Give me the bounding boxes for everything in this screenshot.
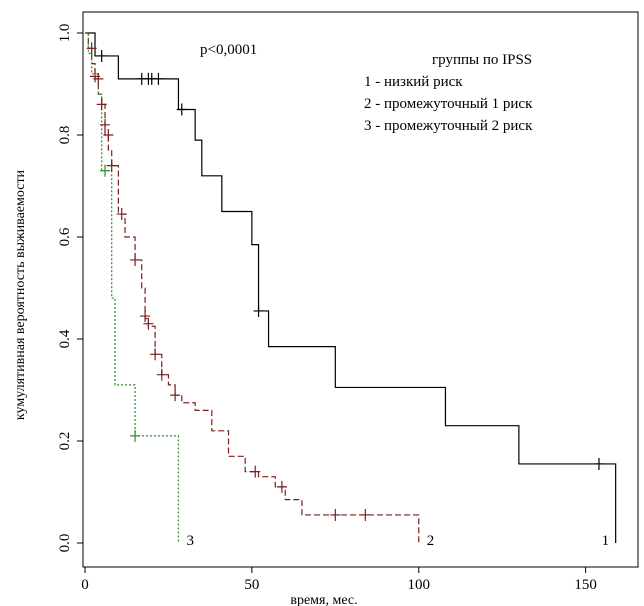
censor-mark: [93, 72, 104, 85]
censor-mark: [116, 208, 127, 221]
censor-mark: [103, 129, 114, 141]
legend-item-2: 2 - промежуточный 1 риск: [364, 96, 533, 112]
y-tick-label: 0.0: [57, 534, 73, 553]
censor-mark: [253, 304, 264, 317]
y-tick-label: 0.8: [57, 126, 73, 145]
y-tick-label: 0.2: [57, 432, 73, 451]
x-tick-label: 100: [408, 577, 431, 593]
curve-end-label-3: 3: [186, 533, 194, 549]
censor-mark: [276, 480, 287, 493]
censor-mark: [250, 465, 261, 478]
censor-mark: [130, 429, 141, 442]
censor-mark: [143, 317, 154, 330]
y-tick-label: 0.4: [57, 329, 73, 348]
censor-mark: [130, 253, 141, 266]
curve-end-labels: 1 2 3: [186, 533, 609, 549]
legend-item-3: 3 - промежуточный 2 риск: [364, 118, 533, 134]
censor-mark: [150, 348, 161, 361]
censor-mark: [330, 508, 341, 521]
curves-layer: [85, 32, 617, 543]
x-tick-label: 0: [81, 577, 89, 593]
censor-mark: [360, 508, 371, 521]
censor-mark: [170, 389, 181, 402]
censor-mark: [100, 118, 111, 131]
x-axis-title: время, мес.: [290, 593, 357, 606]
y-tick-label: 0.6: [57, 227, 73, 246]
curve-end-label-2: 2: [427, 533, 435, 549]
y-tick-label: 1.0: [57, 24, 73, 43]
censor-mark: [156, 368, 167, 381]
x-tick-label: 150: [574, 577, 597, 593]
p-value-annotation: p<0,0001: [200, 42, 257, 58]
censor-mark: [106, 159, 117, 172]
censor-mark: [153, 72, 164, 85]
censor-mark: [140, 310, 151, 323]
x-axis-ticks: 0 50 100 150: [81, 567, 597, 593]
censor-marks-layer: [86, 42, 604, 521]
censor-mark: [96, 49, 107, 62]
legend-title: группы по IPSS: [432, 52, 532, 68]
censor-mark: [96, 98, 107, 111]
curve-3: [85, 32, 180, 543]
legend-item-1: 1 - низкий риск: [364, 74, 463, 90]
censor-mark: [86, 42, 97, 55]
x-tick-label: 50: [244, 577, 259, 593]
plot-frame: [82, 11, 639, 568]
censor-mark: [593, 457, 604, 470]
y-axis-title: кумулятивная вероятность выживаемости: [13, 169, 28, 420]
censor-mark: [176, 103, 187, 116]
plot-border: [82, 11, 639, 568]
curve-end-label-1: 1: [602, 533, 610, 549]
curve-1: [85, 32, 617, 543]
censor-mark: [100, 164, 111, 177]
y-axis-ticks: 0.0 0.2 0.4 0.6 0.8 1.0: [57, 24, 83, 553]
